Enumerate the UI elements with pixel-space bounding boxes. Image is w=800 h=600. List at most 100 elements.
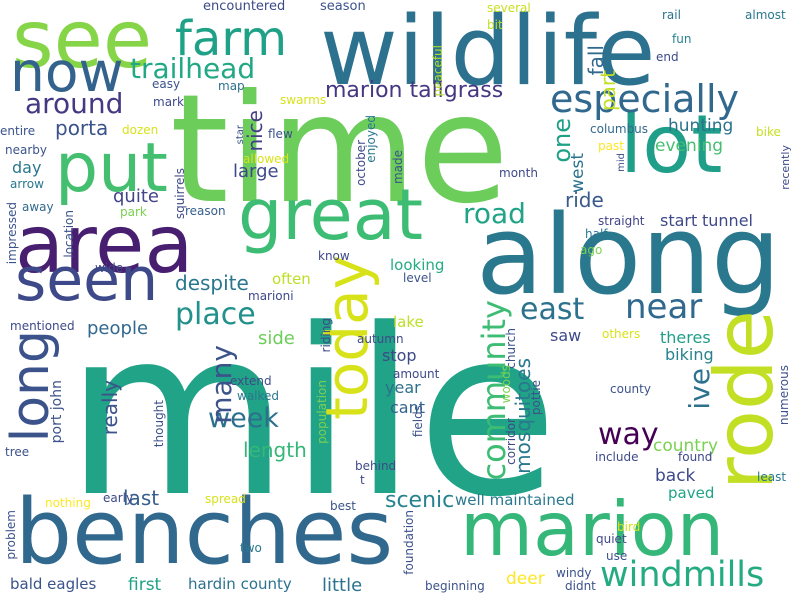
word-nothing: nothing [45, 496, 91, 510]
word-west: west [568, 153, 588, 193]
word-fields: fields [411, 405, 425, 438]
word-thought: thought [152, 400, 166, 448]
word-flew: flew [268, 127, 293, 141]
word-t: t [360, 473, 365, 487]
word-length: length [243, 438, 307, 462]
word-others: others [602, 327, 641, 341]
word-county: county [610, 382, 651, 396]
word-paved: paved [668, 484, 715, 502]
word-ago: ago [580, 243, 603, 257]
word-entire: entire [0, 124, 36, 138]
word-problem: problem [4, 510, 18, 560]
word-area: area [15, 198, 194, 291]
word-half: half [585, 227, 608, 241]
word-straight: straight [598, 214, 645, 228]
word-see: see [12, 0, 153, 86]
word-around: around [25, 87, 124, 120]
word-amount: amount [393, 367, 440, 381]
word-star: star [235, 125, 246, 145]
word-almost: almost [745, 8, 786, 22]
word-park: park [120, 205, 147, 219]
word-rail: rail [662, 8, 681, 22]
word-swarms: swarms [280, 93, 327, 107]
word-really: really [98, 380, 122, 436]
word-best: best [330, 499, 356, 513]
word-recently: recently [779, 145, 792, 190]
word-tunnel: tunnel [702, 211, 753, 230]
word-found: found [678, 450, 713, 464]
word-numerous: numerous [777, 365, 791, 426]
word-windmills: windmills [600, 555, 765, 595]
word-first: first [128, 575, 162, 595]
word-bit: bit [487, 18, 503, 32]
word-include: include [595, 450, 639, 464]
word-ive: ive [683, 368, 716, 410]
word-cant: cant [390, 398, 426, 417]
word-columbus: columbus [590, 122, 649, 136]
word-stop: stop [382, 346, 417, 365]
word-riding: riding [319, 318, 333, 353]
word-early: early [103, 491, 134, 505]
word-especially: especially [550, 77, 740, 121]
word-know: know [318, 249, 350, 263]
word-evening: evening [655, 136, 724, 156]
word-way: way [598, 417, 659, 452]
word-often: often [272, 270, 311, 288]
word-several: several [487, 1, 531, 15]
word-quite: quite [113, 186, 159, 207]
word-fun: fun [672, 32, 692, 46]
word-reason: reason [185, 204, 226, 218]
word-beginning: beginning [425, 579, 485, 593]
word-past: past [598, 139, 624, 153]
word-side: side [258, 328, 295, 349]
word-didnt: didnt [565, 579, 596, 593]
word-benches: benches [15, 480, 394, 585]
word-ride: ride [565, 188, 604, 212]
word-bike: bike [756, 125, 781, 139]
word-level: level [403, 271, 432, 285]
word-seen: seen [15, 245, 159, 315]
word-lake: lake [393, 313, 424, 331]
word-autumn: autumn [357, 332, 404, 346]
word-month: month [499, 166, 538, 180]
word-mentioned: mentioned [10, 319, 75, 333]
word-tree: tree [5, 445, 30, 459]
word-impressed: impressed [5, 202, 19, 265]
word-windy: windy [556, 566, 592, 580]
word-trailhead: trailhead [130, 52, 256, 85]
word-deer: deer [506, 569, 545, 589]
word-foundation: foundation [402, 510, 416, 575]
word-made: made [391, 150, 405, 185]
word-well-maintained: well maintained [455, 491, 575, 509]
word-east: east [520, 292, 585, 327]
word-put: put [55, 129, 168, 208]
word-spread: spread [205, 492, 246, 506]
word-marioni: marioni [248, 289, 294, 303]
word-start: start [660, 211, 698, 230]
word-saw: saw [550, 326, 582, 345]
word-hunting: hunting [668, 116, 734, 136]
word-theres: theres [660, 328, 711, 347]
word-place: place [175, 297, 256, 332]
word-year: year [385, 378, 421, 397]
word-country: country [653, 436, 719, 456]
word-farm: farm [175, 11, 287, 67]
word-pottie: pottie [529, 380, 543, 416]
word-nice: nice [243, 110, 267, 152]
word-away: away [22, 200, 54, 214]
word-church: church [504, 328, 518, 369]
word-lot: lot [620, 98, 723, 191]
word-bird: bird [617, 520, 641, 534]
word-near: near [625, 287, 703, 327]
word-chipmunks: chipmunks [171, 400, 185, 466]
word-time: time [170, 63, 509, 237]
word-arrow: arrow [10, 177, 44, 191]
word-marion-tallgrass: marion tallgrass [325, 78, 504, 103]
word-allowed: allowed [243, 152, 290, 166]
word-scenic: scenic [385, 488, 455, 513]
word-population: population [315, 380, 329, 444]
word-extend: extend [230, 374, 272, 388]
word-rode: rode [698, 310, 791, 491]
word-last: last [123, 486, 160, 510]
